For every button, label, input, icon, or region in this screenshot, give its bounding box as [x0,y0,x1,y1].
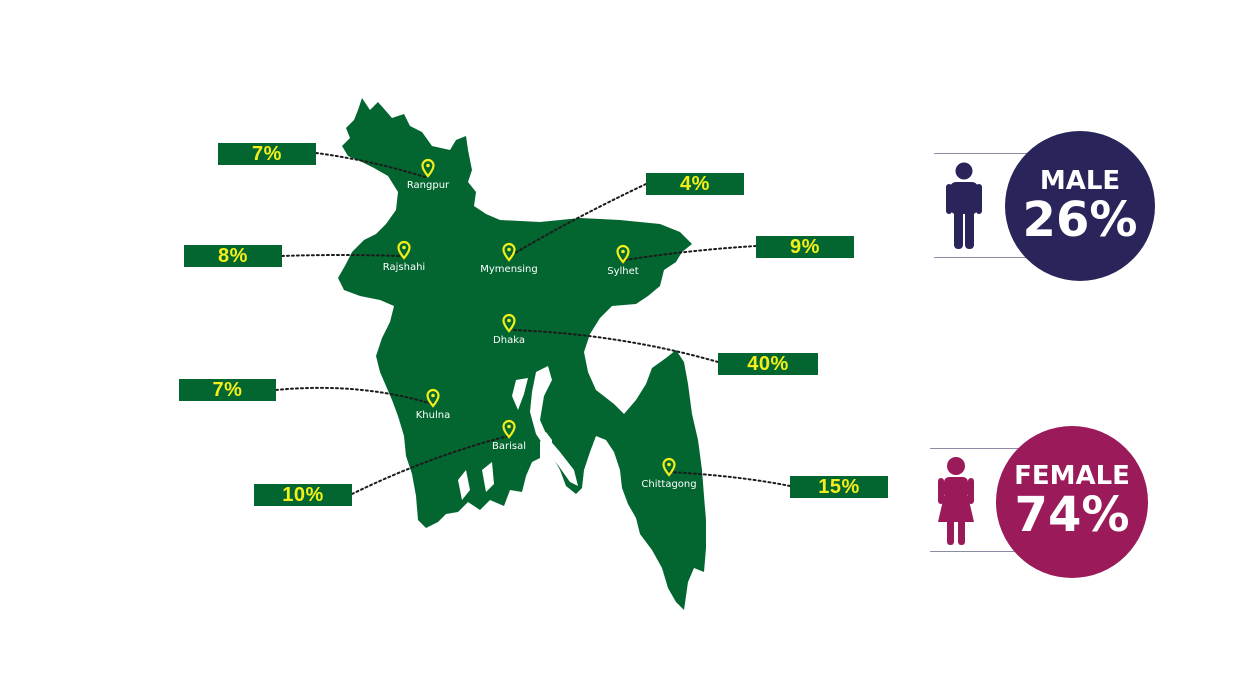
male-stat-circle: MALE 26% [1005,131,1155,281]
leader-line-rangpur [315,152,426,178]
tag-rangpur: 7% [218,143,316,165]
male-label: MALE [1039,166,1121,196]
pin-icon-khulna [426,388,440,408]
leader-line-khulna [275,386,433,405]
pin-dot-rajshahi [402,245,406,250]
pin-dot-khulna [431,393,435,398]
pin-dot-barisal [507,424,511,429]
male-top-line [934,153,1064,154]
leader-line-dhaka [511,329,719,363]
female-label: FEMALE [1014,461,1130,491]
pin-icon-rangpur [421,158,435,178]
pin-dot-chittagong [667,462,671,467]
male-person-icon [946,162,982,249]
city-label-barisal: Barisal [492,441,526,452]
city-label-sylhet: Sylhet [607,266,639,277]
tag-khulna: 7% [179,379,276,401]
tag-rajshahi: 8% [184,245,282,267]
city-label-mymensing: Mymensing [480,264,537,275]
leader-line-barisal [351,435,509,495]
female-stat-circle: FEMALE 74% [996,426,1148,578]
pin-icon-chittagong [662,457,676,477]
city-label-khulna: Khulna [416,410,450,421]
pin-icon-rajshahi [397,240,411,260]
tag-sylhet: 9% [756,236,854,258]
pin-dot-dhaka [507,318,511,323]
city-label-rangpur: Rangpur [407,180,450,191]
pin-icon-mymensing [502,242,516,262]
pin-dot-mymensing [507,247,511,252]
leader-line-mymensing [509,183,647,257]
female-bottom-line [930,551,1060,552]
leader-line-chittagong [669,471,791,487]
leader-line-sylhet [624,245,757,261]
male-percent: 26% [1022,192,1138,248]
male-bottom-line [934,257,1064,258]
city-label-dhaka: Dhaka [493,335,525,346]
tag-chittagong: 15% [790,476,888,498]
pin-icon-sylhet [616,244,630,264]
tag-mymensing: 4% [646,173,744,195]
city-label-chittagong: Chittagong [641,479,696,490]
pin-icon-barisal [502,419,516,439]
tag-dhaka: 40% [718,353,818,375]
country-shape [338,98,706,610]
pin-dot-sylhet [621,249,625,254]
female-top-line [930,448,1060,449]
location-pins: Rangpur Rajshahi Mymensing Sylhet Dhaka Khuln… [383,158,697,490]
leader-lines [275,152,791,495]
city-label-rajshahi: Rajshahi [383,262,425,273]
tag-barisal: 10% [254,484,352,506]
pin-icon-dhaka [502,313,516,333]
leader-line-rajshahi [281,254,401,257]
female-person-icon [938,457,974,545]
female-percent: 74% [1014,487,1130,543]
pin-dot-rangpur [426,163,430,168]
